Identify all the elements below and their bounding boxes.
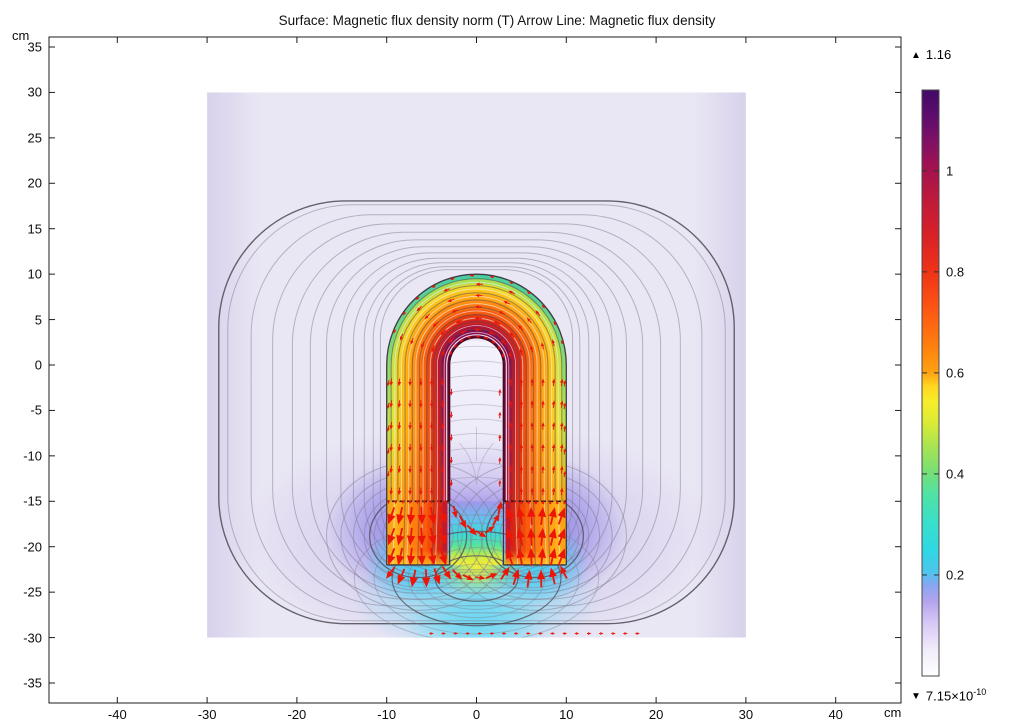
horseshoe-magnet: [386, 273, 567, 566]
y-tick-label: 30: [27, 84, 42, 100]
y-tick-label: 25: [27, 130, 42, 146]
plot-title: Surface: Magnetic flux density norm (T) …: [278, 13, 716, 28]
colorbar-tick-label: 0.4: [946, 466, 965, 482]
x-tick-label: 30: [738, 707, 754, 722]
y-tick-label: -10: [23, 448, 42, 464]
y-tick-label: -20: [23, 539, 42, 555]
axes-box: [48, 36, 902, 704]
y-tick-label: -25: [23, 584, 42, 600]
colorbar-tick-label: 0.2: [946, 567, 965, 583]
y-tick-label: 35: [27, 39, 42, 55]
flux-arrows: [386, 274, 640, 635]
x-tick-label: -10: [377, 707, 397, 722]
x-tick-label: 10: [559, 707, 574, 722]
x-axis-unit-label: cm: [884, 705, 902, 720]
colorbar-tick-label: 1: [946, 163, 954, 179]
colorbar-max-value: 1.16: [925, 47, 952, 62]
colorbar-tick-label: 0.6: [946, 365, 965, 381]
colorbar: [921, 89, 940, 677]
colorbar-max-label: ▲ 1.16: [911, 47, 951, 62]
y-tick-label: 15: [27, 221, 42, 237]
colorbar-min-value: 7.15×10: [925, 688, 974, 704]
y-tick-label: 5: [34, 312, 42, 328]
colorbar-min-marker-icon: ▼: [911, 691, 921, 703]
x-tick-label: 20: [648, 707, 664, 722]
y-tick-label: -30: [23, 630, 42, 646]
x-tick-label: 0: [472, 707, 481, 722]
y-tick-label: 20: [27, 175, 42, 191]
y-tick-label: -15: [23, 493, 42, 509]
colorbar-max-marker-icon: ▲: [911, 50, 921, 61]
y-tick-label: -5: [30, 402, 42, 418]
x-tick-label: 40: [828, 707, 843, 722]
y-tick-label: -35: [23, 675, 42, 691]
colorbar-tick-label: 0.8: [946, 264, 965, 280]
x-tick-label: -30: [197, 707, 217, 722]
x-tick-label: -20: [287, 707, 307, 722]
y-tick-label: 0: [34, 357, 42, 373]
colorbar-min-label: ▼ 7.15×10-10: [911, 687, 986, 703]
colorbar-min-exponent: -10: [973, 687, 987, 697]
y-axis-unit-label: cm: [12, 28, 30, 43]
x-tick-label: -40: [107, 707, 127, 722]
air-domain-field: [207, 92, 746, 638]
y-tick-label: 10: [27, 266, 42, 282]
